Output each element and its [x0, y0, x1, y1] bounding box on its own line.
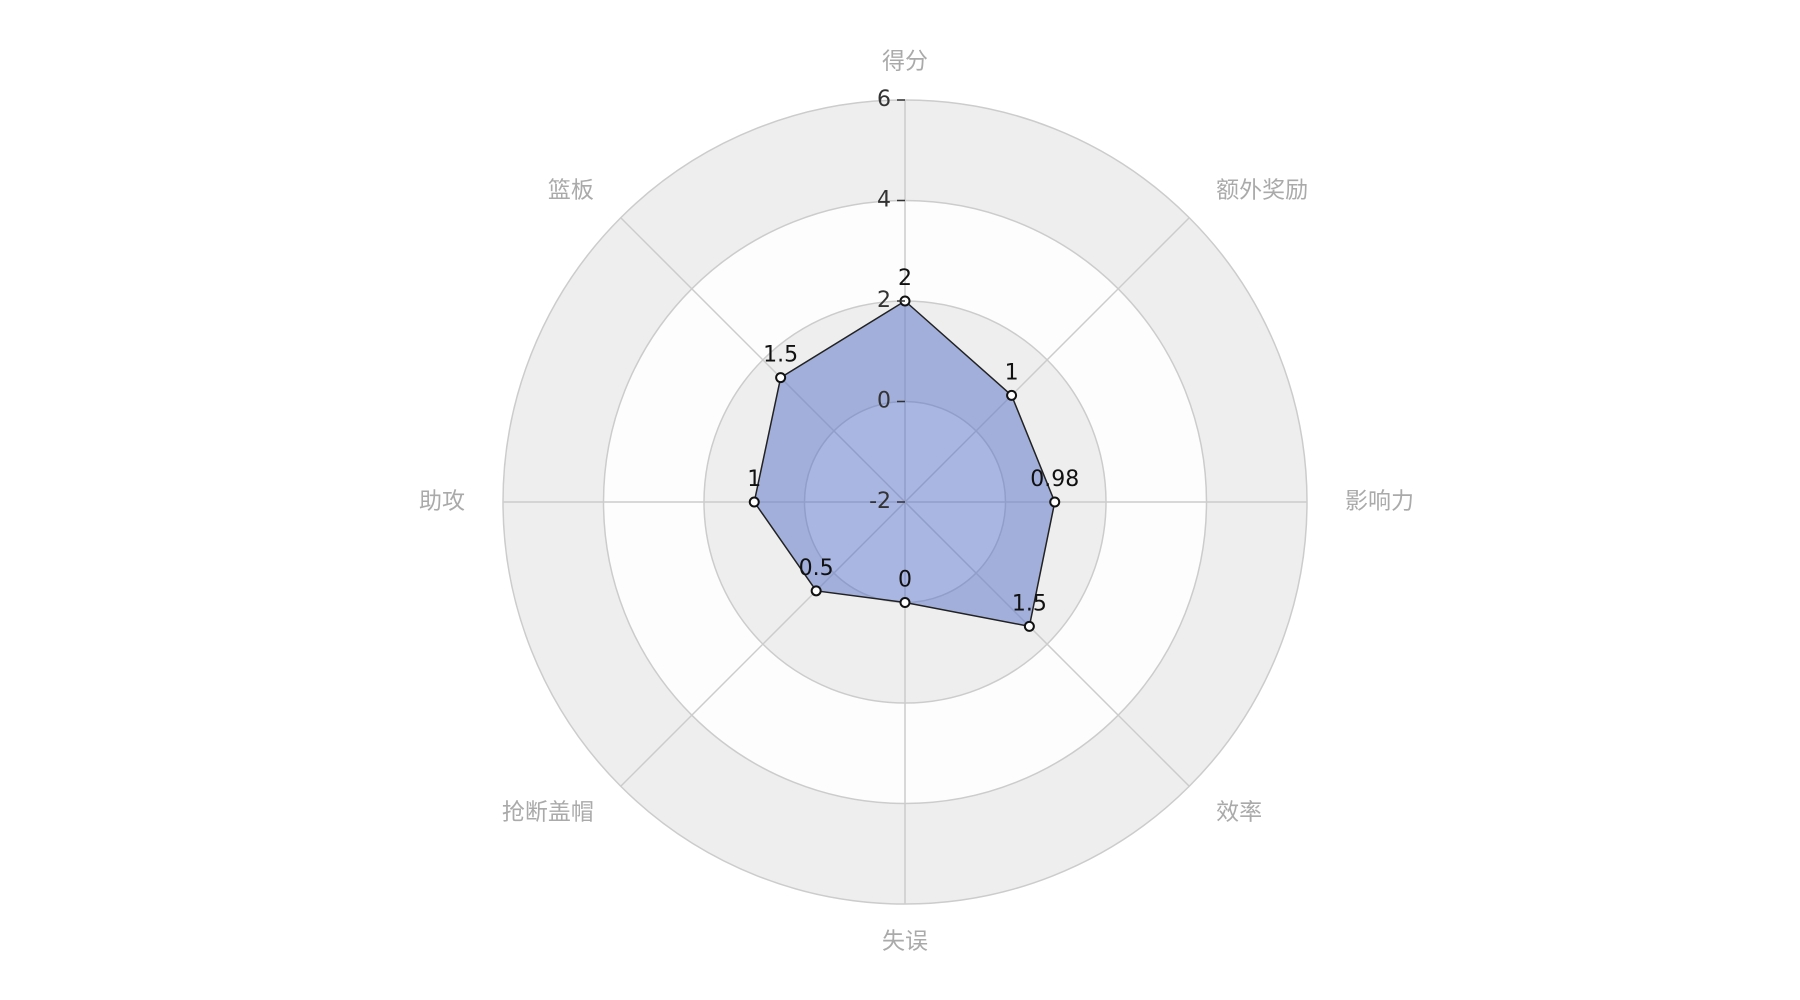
- point: [775, 372, 787, 384]
- data-label: 0: [898, 568, 912, 593]
- data-label: 1: [747, 467, 761, 492]
- point: [1049, 496, 1061, 508]
- indicator-label: 额外奖励: [1216, 177, 1308, 203]
- indicator-label: 影响力: [1345, 489, 1414, 515]
- point: [899, 597, 911, 608]
- indicator-label: 失误: [882, 929, 928, 955]
- indicator-label: 得分: [882, 49, 928, 75]
- r-tick-label: 0: [877, 389, 891, 414]
- point: [810, 585, 822, 597]
- point: [1023, 620, 1035, 632]
- data-label: 0.98: [1030, 467, 1079, 492]
- indicator-label: 助攻: [419, 489, 465, 515]
- data-label: 1.5: [763, 343, 798, 368]
- indicator-label: 篮板: [548, 177, 594, 203]
- data-label: 1: [1005, 360, 1019, 385]
- indicator-label: 抢断盖帽: [502, 800, 594, 826]
- r-tick-label: 6: [877, 87, 891, 112]
- point: [748, 496, 760, 508]
- point: [1006, 389, 1018, 401]
- r-tick-label: 2: [877, 288, 891, 313]
- r-tick-label: -2: [869, 489, 891, 514]
- r-tick-label: 4: [877, 188, 891, 213]
- indicator-label: 效率: [1216, 800, 1262, 826]
- data-label: 1.5: [1012, 591, 1047, 616]
- data-label: 2: [898, 266, 912, 291]
- data-label: 0.5: [799, 556, 834, 581]
